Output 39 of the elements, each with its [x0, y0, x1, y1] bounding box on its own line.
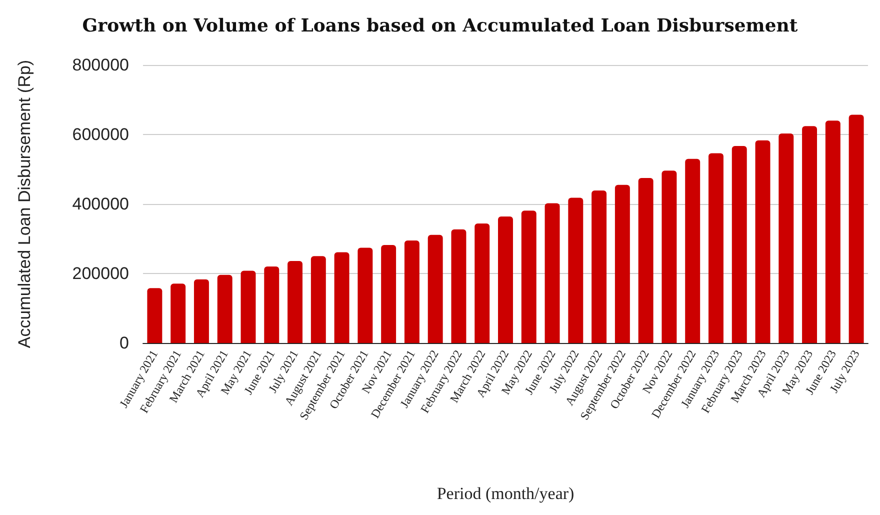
bar: [592, 190, 607, 343]
bar: [732, 146, 747, 343]
bar: [685, 158, 700, 343]
y-tick-label: 0: [120, 334, 129, 352]
bar: [778, 133, 794, 343]
bar: [544, 203, 560, 343]
chart-title: Growth on Volume of Loans based on Accumulated Loan Disbursement: [82, 16, 798, 36]
bar: [638, 178, 654, 343]
bar: [498, 216, 513, 343]
y-tick-label: 800000: [72, 56, 129, 74]
bar: [217, 274, 232, 343]
bar: [381, 245, 396, 343]
bar: [240, 270, 256, 343]
bar: [825, 120, 840, 343]
bar: [170, 284, 186, 343]
bar: [848, 114, 864, 343]
y-tick-label: 200000: [72, 264, 129, 283]
bar: [614, 184, 630, 343]
bar: [334, 252, 350, 343]
bar: [755, 140, 770, 343]
bar: [358, 248, 373, 343]
y-tick-label: 400000: [72, 194, 129, 214]
bar: [708, 153, 724, 343]
bar: [428, 234, 443, 343]
bar: [568, 198, 584, 343]
bar: [802, 126, 818, 343]
bar: [662, 170, 677, 343]
y-axis-title: Accumulated Loan Disbursement (Rp): [15, 60, 34, 348]
bar: [310, 256, 326, 343]
bar: [451, 229, 466, 343]
bar: [147, 288, 162, 343]
bar: [194, 279, 209, 343]
x-axis-title: Period (month/year): [436, 484, 574, 503]
bar: [404, 240, 420, 343]
bar: [521, 210, 536, 343]
bar: [264, 266, 280, 343]
bar: [288, 260, 302, 343]
bar: [474, 223, 490, 343]
y-tick-label: 600000: [72, 125, 129, 144]
